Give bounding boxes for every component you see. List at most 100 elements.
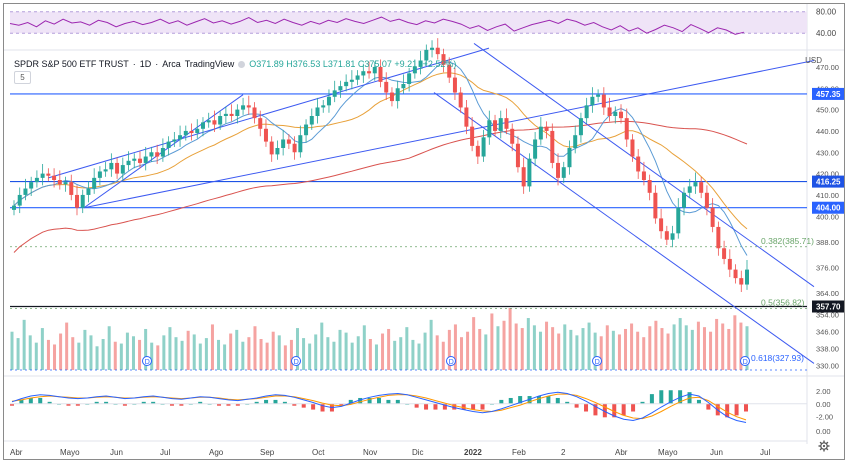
candle-body — [86, 188, 91, 195]
price-tick-label: 388.00 — [816, 238, 839, 247]
dividend-marker-label: D — [294, 359, 299, 366]
macd-histogram-bar — [471, 403, 476, 410]
candle-body — [304, 124, 309, 136]
price-axis-column — [807, 4, 844, 459]
fib-label: 0.382(385.71) — [761, 236, 814, 246]
candle-body — [733, 269, 738, 279]
volume-bar — [532, 325, 536, 370]
macd-histogram-bar — [19, 399, 24, 404]
volume-bar — [198, 343, 202, 370]
visibility-dot-icon[interactable] — [238, 60, 246, 68]
currency-label[interactable]: USD — [805, 56, 822, 65]
candle-body — [178, 135, 183, 140]
macd-histogram-bar — [10, 403, 14, 406]
macd-histogram-bar — [169, 403, 174, 406]
volume-bar — [727, 328, 731, 370]
macd-histogram-bar — [649, 394, 654, 404]
dividend-marker-label: D — [145, 359, 150, 366]
candle-body — [195, 128, 200, 134]
candle-body — [183, 130, 188, 136]
candle-body — [527, 158, 532, 187]
dividend-marker-icon — [446, 356, 456, 366]
candle-body — [200, 122, 205, 129]
volume-bar — [131, 336, 135, 370]
macd-histogram-bar — [584, 403, 589, 412]
candle-body — [298, 135, 303, 153]
candle-body — [676, 207, 681, 234]
volume-bar — [95, 346, 99, 370]
candle-body — [418, 60, 423, 67]
macd-histogram-bar — [659, 390, 664, 404]
macd-tick-label: 0.00 — [816, 427, 831, 436]
volume-bar — [514, 323, 518, 370]
price-badge — [812, 300, 844, 313]
macd-histogram-bar — [292, 403, 297, 406]
price-tick-label: 346.00 — [816, 327, 839, 336]
legend-header: SPDR S&P 500 ETF TRUST · 1D · Arca Tradi… — [14, 57, 456, 71]
macd-histogram-bar — [28, 397, 33, 404]
volume-bar — [745, 326, 749, 370]
candle-body — [704, 192, 709, 208]
candle-body — [361, 71, 366, 76]
candle-body — [533, 139, 538, 159]
macd-histogram-bar — [452, 403, 457, 410]
macd-histogram-bar — [461, 403, 466, 410]
volume-bar — [71, 337, 75, 370]
volume-bar — [77, 342, 81, 370]
chart-canvas[interactable]: 80.0040.00DDDDD470.00460.00450.00440.004… — [4, 4, 845, 460]
volume-bar — [660, 328, 664, 370]
symbol-name[interactable]: SPDR S&P 500 ETF TRUST — [14, 59, 129, 69]
candle-body — [17, 194, 22, 206]
candle-body — [172, 139, 177, 142]
candle-body — [739, 278, 744, 285]
volume-bar — [709, 331, 713, 370]
candle-body — [504, 118, 509, 129]
candle-body — [458, 92, 463, 108]
volume-bar — [283, 345, 287, 370]
volume-bar — [411, 339, 415, 370]
candle-body — [653, 192, 658, 219]
candle-body — [137, 158, 142, 163]
candle-body — [223, 113, 228, 116]
settings-icon[interactable] — [818, 440, 830, 452]
volume-bar — [119, 343, 123, 370]
volume-bar — [575, 335, 579, 370]
volume-bar — [666, 333, 670, 370]
macd-histogram-bar — [141, 401, 146, 404]
candle-body — [567, 148, 572, 168]
macd-histogram-bar — [339, 403, 344, 406]
volume-bar — [508, 308, 512, 370]
candle-body — [647, 180, 652, 193]
candle-body — [475, 145, 480, 157]
candle-body — [670, 233, 675, 240]
price-badge-label: 457.35 — [816, 90, 841, 99]
volume-bar — [538, 331, 542, 370]
candle-body — [378, 66, 383, 82]
volume-bar — [636, 331, 640, 370]
volume-bar — [259, 339, 263, 370]
interval-label[interactable]: 1D — [139, 59, 152, 69]
macd-histogram-bar — [621, 403, 626, 416]
candle-body — [407, 73, 412, 84]
volume-bar — [162, 335, 166, 370]
volume-bar — [611, 330, 615, 370]
volume-bar — [581, 328, 585, 370]
macd-histogram-bar — [264, 399, 269, 404]
candle-body — [160, 148, 165, 157]
volume-bar — [648, 326, 652, 370]
candle-body — [57, 180, 62, 185]
price-tick-label: 354.00 — [816, 310, 839, 319]
candle-body — [97, 171, 102, 178]
macd-histogram-bar — [574, 403, 579, 408]
indicator-count-button[interactable]: 5 — [14, 71, 31, 84]
volume-bar — [229, 333, 233, 370]
volume-bar — [113, 341, 117, 370]
macd-histogram-bar — [235, 403, 240, 406]
volume-bar — [429, 319, 433, 370]
candle-body — [710, 207, 715, 227]
dividend-marker-icon — [592, 356, 602, 366]
volume-bar — [557, 333, 561, 370]
macd-histogram-bar — [226, 403, 231, 406]
candle-body — [155, 152, 160, 157]
fib-label: 0.5(356.82) — [761, 297, 805, 307]
